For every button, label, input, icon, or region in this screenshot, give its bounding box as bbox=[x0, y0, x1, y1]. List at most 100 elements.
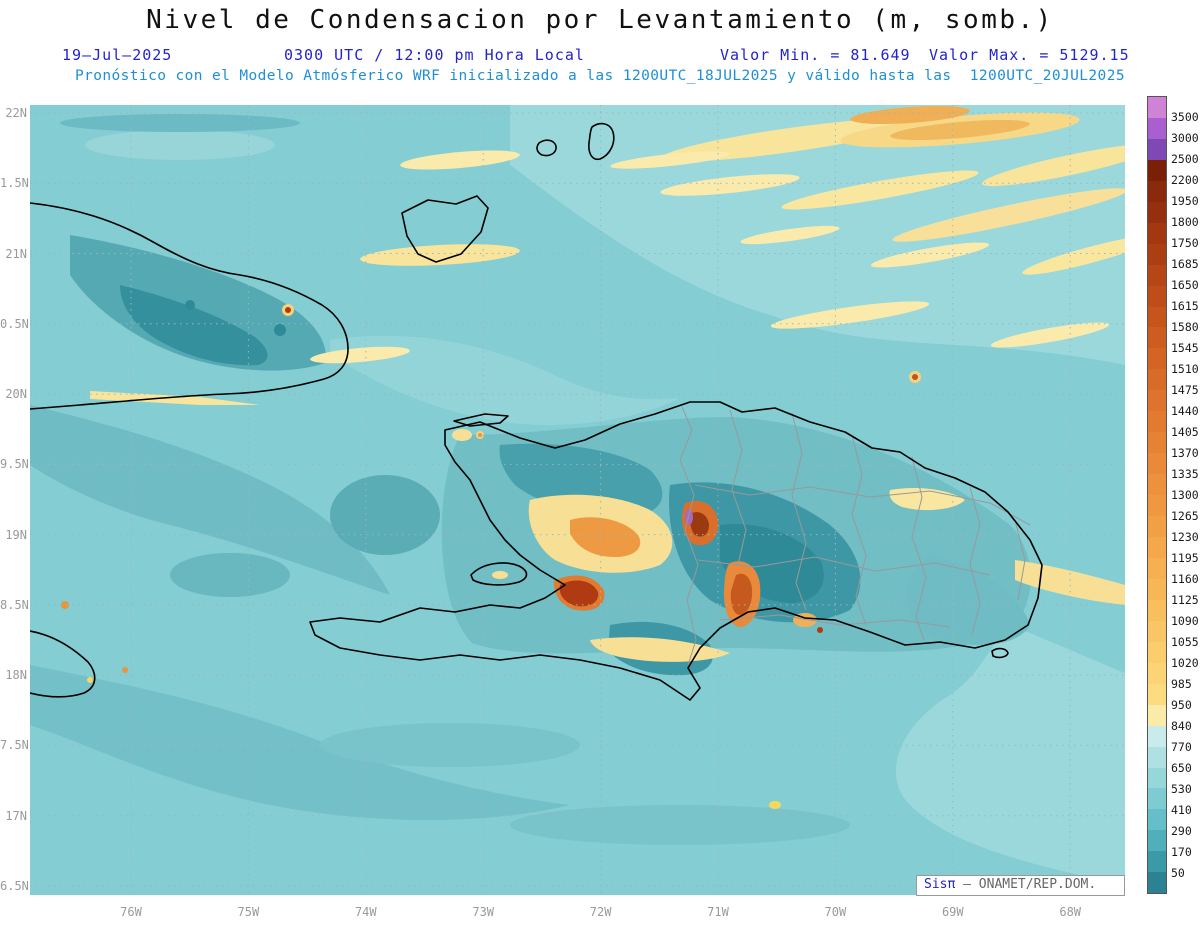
watermark-box: Sisπ – ONAMET/REP.DOM. bbox=[916, 875, 1125, 896]
y-tick-label: 20N bbox=[5, 387, 27, 402]
colorbar-segment bbox=[1148, 516, 1166, 538]
colorbar-segment bbox=[1148, 809, 1166, 831]
map-canvas bbox=[30, 105, 1125, 895]
colorbar-labels: 3500 3000 2500 2200 1950 1800 1750 1685 1650 1615… bbox=[1171, 96, 1200, 896]
coastline-gonave bbox=[470, 562, 528, 586]
colorbar-segment bbox=[1148, 704, 1166, 726]
x-tick-label: 70W bbox=[824, 905, 847, 919]
colorbar-label: 1580 bbox=[1171, 320, 1199, 334]
x-tick-label: 68W bbox=[1059, 905, 1082, 919]
y-tick-label: 7.5N bbox=[0, 738, 29, 753]
colorbar-label: 985 bbox=[1171, 677, 1192, 691]
colorbar-label: 1545 bbox=[1171, 341, 1199, 355]
colorbar-label: 1405 bbox=[1171, 425, 1199, 439]
colorbar-label: 840 bbox=[1171, 719, 1192, 733]
colorbar-segment bbox=[1148, 767, 1166, 789]
colorbar-label: 1265 bbox=[1171, 509, 1199, 523]
colorbar-label: 530 bbox=[1171, 782, 1192, 796]
coastline-small-island-2 bbox=[588, 122, 615, 161]
y-tick-label: 9.5N bbox=[0, 457, 29, 472]
x-tick-label: 74W bbox=[354, 905, 377, 919]
colorbar-segment bbox=[1148, 683, 1166, 705]
x-tick-label: 69W bbox=[941, 905, 964, 919]
colorbar bbox=[1147, 96, 1167, 894]
colorbar-label: 1440 bbox=[1171, 404, 1199, 418]
date-label: 19–Jul–2025 bbox=[62, 46, 173, 64]
colorbar-segment bbox=[1148, 306, 1166, 328]
page-title: Nivel de Condensacion por Levantamiento … bbox=[146, 5, 1054, 35]
max-value-label: Valor Max. = 5129.15 bbox=[929, 46, 1130, 64]
colorbar-label: 1020 bbox=[1171, 656, 1199, 670]
colorbar-segment bbox=[1148, 327, 1166, 349]
colorbar-segment bbox=[1148, 285, 1166, 307]
y-tick-label: 17N bbox=[5, 808, 27, 823]
colorbar-label: 50 bbox=[1171, 866, 1185, 880]
min-value-label: Valor Min. = 81.649 bbox=[720, 46, 911, 64]
colorbar-label: 1195 bbox=[1171, 551, 1199, 565]
colorbar-label: 2200 bbox=[1171, 173, 1199, 187]
colorbar-label: 3500 bbox=[1171, 110, 1199, 124]
colorbar-segment bbox=[1148, 495, 1166, 517]
colorbar-segment bbox=[1148, 264, 1166, 286]
forecast-description: Pronóstico con el Modelo Atmósferico WRF… bbox=[75, 68, 1125, 84]
colorbar-segment bbox=[1148, 138, 1166, 160]
colorbar-segment bbox=[1148, 557, 1166, 579]
x-tick-label: 71W bbox=[707, 905, 729, 919]
colorbar-segment bbox=[1148, 390, 1166, 412]
colorbar-segment bbox=[1148, 432, 1166, 454]
colorbar-segment bbox=[1148, 97, 1166, 118]
colorbar-segment bbox=[1148, 725, 1166, 747]
coastline-saona bbox=[991, 647, 1009, 659]
x-tick-label: 76W bbox=[120, 905, 142, 919]
colorbar-segment bbox=[1148, 243, 1166, 265]
coastline-jamaica bbox=[30, 630, 96, 698]
coastlines bbox=[30, 122, 1043, 701]
colorbar-label: 170 bbox=[1171, 845, 1192, 859]
y-tick-label: 22N bbox=[5, 106, 27, 120]
y-tick-label: 18N bbox=[5, 668, 27, 683]
colorbar-segment bbox=[1148, 851, 1166, 873]
admin-boundaries bbox=[679, 406, 1031, 666]
colorbar-segment bbox=[1148, 746, 1166, 768]
colorbar-segment bbox=[1148, 474, 1166, 496]
colorbar-label: 770 bbox=[1171, 740, 1192, 754]
watermark-text: – ONAMET/REP.DOM. bbox=[955, 877, 1097, 892]
colorbar-segment bbox=[1148, 830, 1166, 852]
colorbar-label: 1615 bbox=[1171, 299, 1199, 313]
colorbar-segment bbox=[1148, 201, 1166, 223]
colorbar-label: 1090 bbox=[1171, 614, 1199, 628]
y-tick-label: 19N bbox=[5, 527, 27, 542]
x-tick-label: 72W bbox=[589, 905, 612, 919]
colorbar-label: 3000 bbox=[1171, 131, 1199, 145]
colorbar-segment bbox=[1148, 453, 1166, 475]
colorbar-label: 1335 bbox=[1171, 467, 1199, 481]
colorbar-label: 1475 bbox=[1171, 383, 1199, 397]
colorbar-label: 1510 bbox=[1171, 362, 1199, 376]
y-tick-label: 21N bbox=[5, 246, 27, 261]
colorbar-label: 1650 bbox=[1171, 278, 1199, 292]
colorbar-segment bbox=[1148, 348, 1166, 370]
y-tick-label: 1.5N bbox=[0, 176, 29, 191]
colorbar-segment bbox=[1148, 537, 1166, 558]
colorbar-segment bbox=[1148, 180, 1166, 202]
grid-lines bbox=[30, 105, 1125, 895]
coastline-small-island-1 bbox=[536, 139, 557, 157]
colorbar-label: 1160 bbox=[1171, 572, 1199, 586]
colorbar-label: 290 bbox=[1171, 824, 1192, 838]
colorbar-segment bbox=[1148, 411, 1166, 433]
coastline-great-inagua bbox=[401, 195, 489, 263]
colorbar-label: 1055 bbox=[1171, 635, 1199, 649]
colorbar-segment bbox=[1148, 599, 1166, 621]
colorbar-segment bbox=[1148, 159, 1166, 181]
colorbar-label: 1950 bbox=[1171, 194, 1199, 208]
y-tick-label: 6.5N bbox=[0, 878, 29, 893]
colorbar-label: 1125 bbox=[1171, 593, 1199, 607]
coastline-cuba bbox=[30, 202, 349, 410]
colorbar-segment bbox=[1148, 641, 1166, 663]
x-tick-label: 75W bbox=[237, 905, 260, 919]
colorbar-segment bbox=[1148, 578, 1166, 600]
colorbar-label: 1300 bbox=[1171, 488, 1199, 502]
colorbar-segment bbox=[1148, 222, 1166, 244]
coastline-hispaniola bbox=[309, 401, 1043, 701]
